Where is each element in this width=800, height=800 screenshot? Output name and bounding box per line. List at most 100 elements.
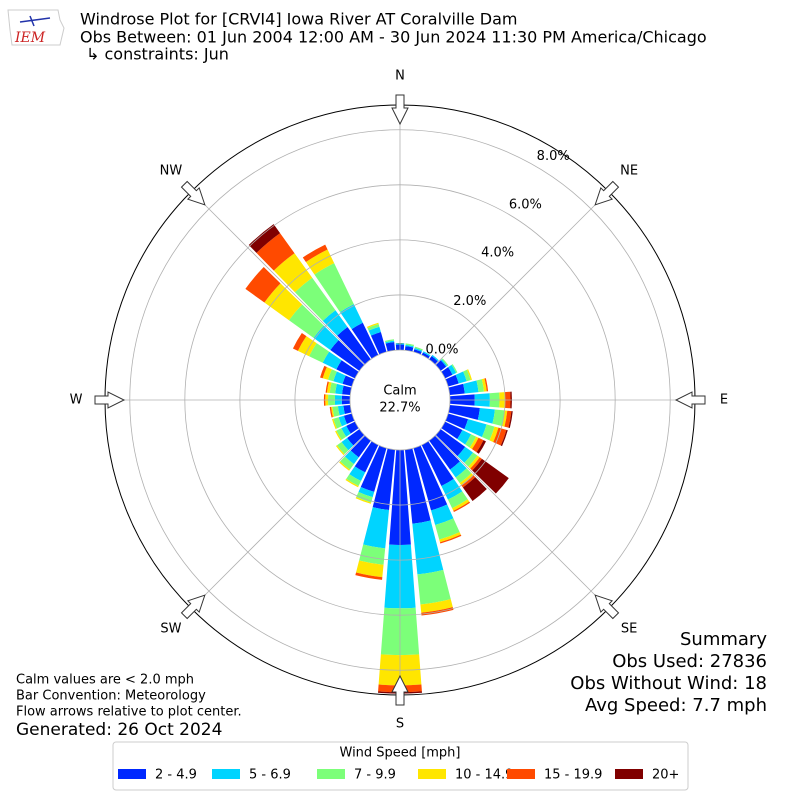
bar-segment xyxy=(508,411,513,428)
bar-segment xyxy=(452,499,470,511)
bar-segment xyxy=(404,448,431,524)
bar-segment xyxy=(335,383,344,395)
bar-segment xyxy=(350,435,371,458)
legend-label: 5 - 6.9 xyxy=(249,768,291,783)
bar-segment xyxy=(464,452,478,467)
bar-segment xyxy=(349,466,366,482)
bar-segment xyxy=(466,369,472,381)
bar-segment xyxy=(429,356,438,365)
bar-segment xyxy=(331,406,335,418)
bar-segment xyxy=(339,461,350,471)
legend-swatch xyxy=(118,769,146,779)
compass-label: S xyxy=(396,717,404,732)
bar-segment xyxy=(322,310,348,336)
bar-segment xyxy=(504,410,512,428)
bar-segment xyxy=(470,457,482,471)
bar-segment xyxy=(441,358,449,367)
bar-segment xyxy=(335,430,342,441)
bar-segment xyxy=(481,378,487,392)
summary: Obs Used: 27836 xyxy=(612,651,767,672)
bar-segment xyxy=(459,473,474,486)
bar-segment xyxy=(326,381,332,393)
bar-segment xyxy=(492,409,505,426)
bar-segment xyxy=(372,448,396,511)
bar-segment xyxy=(343,413,355,424)
bar-segment xyxy=(451,364,458,373)
bar-segment xyxy=(413,445,448,511)
bar-segment xyxy=(292,333,307,351)
legend-title: Wind Speed [mph] xyxy=(340,746,461,761)
bar-segment xyxy=(500,429,508,447)
bar-segment xyxy=(453,501,471,513)
bar-segment xyxy=(355,572,383,580)
legend-label: 10 - 14.9 xyxy=(455,768,513,783)
chart-title: Windrose Plot for [CRVI4] Iowa River AT … xyxy=(80,10,517,29)
bar-segment xyxy=(413,349,422,355)
bar-segment xyxy=(356,560,384,578)
bar-segment xyxy=(476,379,484,393)
compass-arrow xyxy=(180,180,206,206)
bar-segment xyxy=(439,532,461,543)
bar-segment xyxy=(322,351,342,370)
bar-segment xyxy=(461,475,476,488)
compass-arrow xyxy=(391,674,409,706)
compass-arrow xyxy=(594,180,620,206)
bar-segment xyxy=(358,486,375,498)
constraints: ↳ constraints: Jun xyxy=(86,45,229,64)
bar-segment xyxy=(245,267,281,303)
bar-segment xyxy=(309,343,330,363)
bar-segment xyxy=(256,233,295,271)
bar-segment xyxy=(455,371,467,384)
arrow xyxy=(180,594,206,620)
compass-label: NE xyxy=(620,163,638,178)
calm-circle xyxy=(351,351,449,449)
calm-label: Calm xyxy=(383,384,416,399)
bar-segment xyxy=(445,374,459,387)
bar-segment xyxy=(294,277,336,321)
legend-swatch xyxy=(418,769,446,779)
bar-segment xyxy=(385,340,395,344)
arrow xyxy=(180,180,206,206)
summary: Avg Speed: 7.7 mph xyxy=(585,695,767,716)
bar-segment xyxy=(457,430,472,445)
bar-segment xyxy=(465,434,477,448)
bar-segment xyxy=(329,382,337,394)
compass-arrow xyxy=(594,594,620,620)
bar-segment xyxy=(337,326,371,365)
r-tick-label: 8.0% xyxy=(537,149,570,164)
bar-segment xyxy=(342,375,355,387)
bar-segment xyxy=(302,244,328,263)
bar-segment xyxy=(420,599,453,613)
bar-segment xyxy=(363,507,390,549)
bar-segment xyxy=(463,380,479,394)
arrow xyxy=(594,180,620,206)
arrow xyxy=(391,94,409,126)
compass-label: N xyxy=(395,69,405,84)
bar-segment xyxy=(341,425,351,437)
bar-segment xyxy=(414,346,423,351)
bar-segment xyxy=(462,477,487,501)
bar-segment xyxy=(355,497,372,504)
bar-segment xyxy=(343,404,352,415)
r-tick-label: 4.0% xyxy=(481,246,514,261)
bar-segment xyxy=(330,340,365,371)
compass-label: SE xyxy=(621,622,637,637)
bar-segment xyxy=(464,419,487,438)
calm-value: 22.7% xyxy=(379,401,420,416)
grid-spoke xyxy=(191,191,365,365)
bar-segment xyxy=(468,455,480,469)
legend-swatch xyxy=(507,769,535,779)
arrow xyxy=(594,594,620,620)
legend-swatch xyxy=(212,769,240,779)
bar-segment xyxy=(322,366,332,380)
r-tick-label: 6.0% xyxy=(509,197,542,212)
bar-segment xyxy=(501,410,508,427)
grid-spoke xyxy=(435,191,609,365)
bar-segment xyxy=(469,436,479,450)
arrow xyxy=(94,391,126,409)
logo-text: IEM xyxy=(14,30,46,46)
grid-spoke xyxy=(435,435,609,609)
bar-segment xyxy=(346,474,362,486)
bar-segment xyxy=(405,344,414,348)
